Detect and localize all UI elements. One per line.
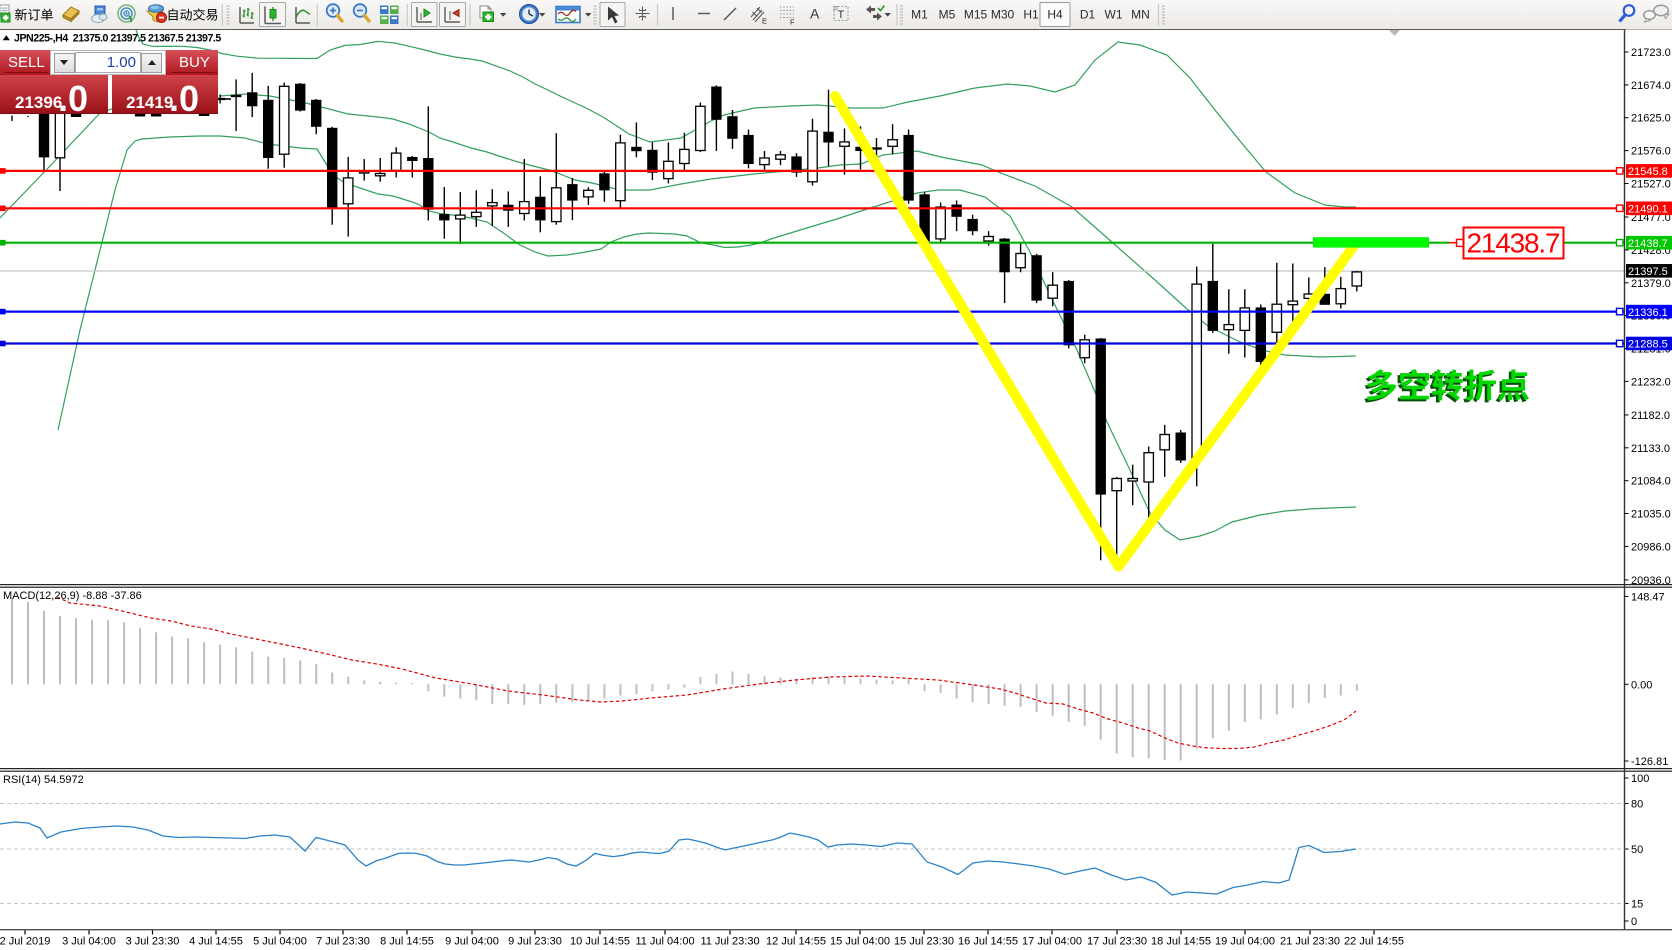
svg-text:21336.1: 21336.1 (1628, 307, 1668, 319)
svg-text:21084.0: 21084.0 (1631, 476, 1671, 488)
svg-text:17 Jul 23:30: 17 Jul 23:30 (1087, 936, 1147, 948)
svg-text:H4: H4 (1047, 8, 1063, 22)
svg-text:0.00: 0.00 (1631, 679, 1652, 691)
svg-text:0: 0 (1631, 916, 1637, 928)
svg-text:20936.0: 20936.0 (1631, 575, 1671, 587)
svg-text:21397.5: 21397.5 (1628, 266, 1668, 278)
svg-text:10 Jul 14:55: 10 Jul 14:55 (570, 936, 630, 948)
svg-text:100: 100 (1631, 773, 1649, 785)
svg-text:21288.5: 21288.5 (1628, 339, 1668, 351)
svg-text:8 Jul 14:55: 8 Jul 14:55 (380, 936, 434, 948)
svg-text:W1: W1 (1105, 8, 1123, 22)
svg-text:21527.0: 21527.0 (1631, 178, 1671, 190)
svg-text:18 Jul 14:55: 18 Jul 14:55 (1151, 936, 1211, 948)
svg-text:H1: H1 (1023, 8, 1039, 22)
svg-text:21232.0: 21232.0 (1631, 376, 1671, 388)
svg-text:21182.0: 21182.0 (1631, 410, 1670, 422)
svg-text:21438.7: 21438.7 (1467, 228, 1561, 259)
svg-text:2 Jul 2019: 2 Jul 2019 (0, 936, 50, 948)
svg-text:3 Jul 23:30: 3 Jul 23:30 (126, 936, 180, 948)
svg-text:15: 15 (1631, 899, 1643, 911)
svg-text:80: 80 (1631, 799, 1643, 811)
svg-text:21576.0: 21576.0 (1631, 146, 1671, 158)
svg-text:7 Jul 23:30: 7 Jul 23:30 (316, 936, 370, 948)
svg-text:148.47: 148.47 (1631, 591, 1665, 603)
svg-text:JPN225-,H4 21375.0 21397.5 21: JPN225-,H4 21375.0 21397.5 21367.5 21397… (14, 32, 221, 44)
svg-text:17 Jul 04:00: 17 Jul 04:00 (1022, 936, 1082, 948)
svg-text:-126.81: -126.81 (1631, 756, 1668, 768)
svg-text:M1: M1 (911, 8, 928, 22)
svg-text:9 Jul 23:30: 9 Jul 23:30 (508, 936, 562, 948)
svg-text:20986.0: 20986.0 (1631, 541, 1671, 553)
svg-text:22 Jul 14:55: 22 Jul 14:55 (1344, 936, 1404, 948)
svg-text:16 Jul 14:55: 16 Jul 14:55 (958, 936, 1018, 948)
svg-text:5 Jul 04:00: 5 Jul 04:00 (253, 936, 307, 948)
svg-text:15 Jul 04:00: 15 Jul 04:00 (830, 936, 890, 948)
svg-text:E: E (762, 17, 767, 26)
svg-text:19 Jul 04:00: 19 Jul 04:00 (1215, 936, 1275, 948)
svg-text:21379.0: 21379.0 (1631, 278, 1671, 290)
svg-text:21723.0: 21723.0 (1631, 47, 1671, 59)
svg-text:4 Jul 14:55: 4 Jul 14:55 (189, 936, 243, 948)
svg-text:21490.1: 21490.1 (1628, 204, 1668, 216)
svg-text:D1: D1 (1080, 8, 1096, 22)
svg-text:12 Jul 14:55: 12 Jul 14:55 (766, 936, 826, 948)
svg-text:M5: M5 (939, 8, 956, 22)
svg-text:F: F (790, 18, 795, 27)
svg-text:T: T (838, 9, 845, 21)
svg-text:21674.0: 21674.0 (1631, 80, 1671, 92)
svg-text:21 Jul 23:30: 21 Jul 23:30 (1280, 936, 1340, 948)
svg-text:M15: M15 (964, 8, 988, 22)
svg-text:15 Jul 23:30: 15 Jul 23:30 (894, 936, 954, 948)
svg-text:21133.0: 21133.0 (1631, 443, 1670, 455)
svg-text:21625.0: 21625.0 (1631, 113, 1671, 125)
svg-text:MN: MN (1131, 8, 1150, 22)
svg-text:M30: M30 (991, 8, 1015, 22)
svg-text:A: A (810, 6, 820, 22)
svg-text:MACD(12,26,9) -8.88 -37.86: MACD(12,26,9) -8.88 -37.86 (3, 590, 142, 602)
svg-text:21438.7: 21438.7 (1628, 238, 1668, 250)
svg-text:21035.0: 21035.0 (1631, 509, 1671, 521)
svg-text:11 Jul 04:00: 11 Jul 04:00 (635, 936, 694, 948)
svg-text:50: 50 (1631, 844, 1643, 856)
svg-text:9 Jul 04:00: 9 Jul 04:00 (445, 936, 499, 948)
svg-text:21545.8: 21545.8 (1628, 166, 1668, 178)
svg-text:11 Jul 23:30: 11 Jul 23:30 (700, 936, 759, 948)
svg-text:3 Jul 04:00: 3 Jul 04:00 (62, 936, 116, 948)
svg-text:RSI(14) 54.5972: RSI(14) 54.5972 (3, 774, 84, 786)
